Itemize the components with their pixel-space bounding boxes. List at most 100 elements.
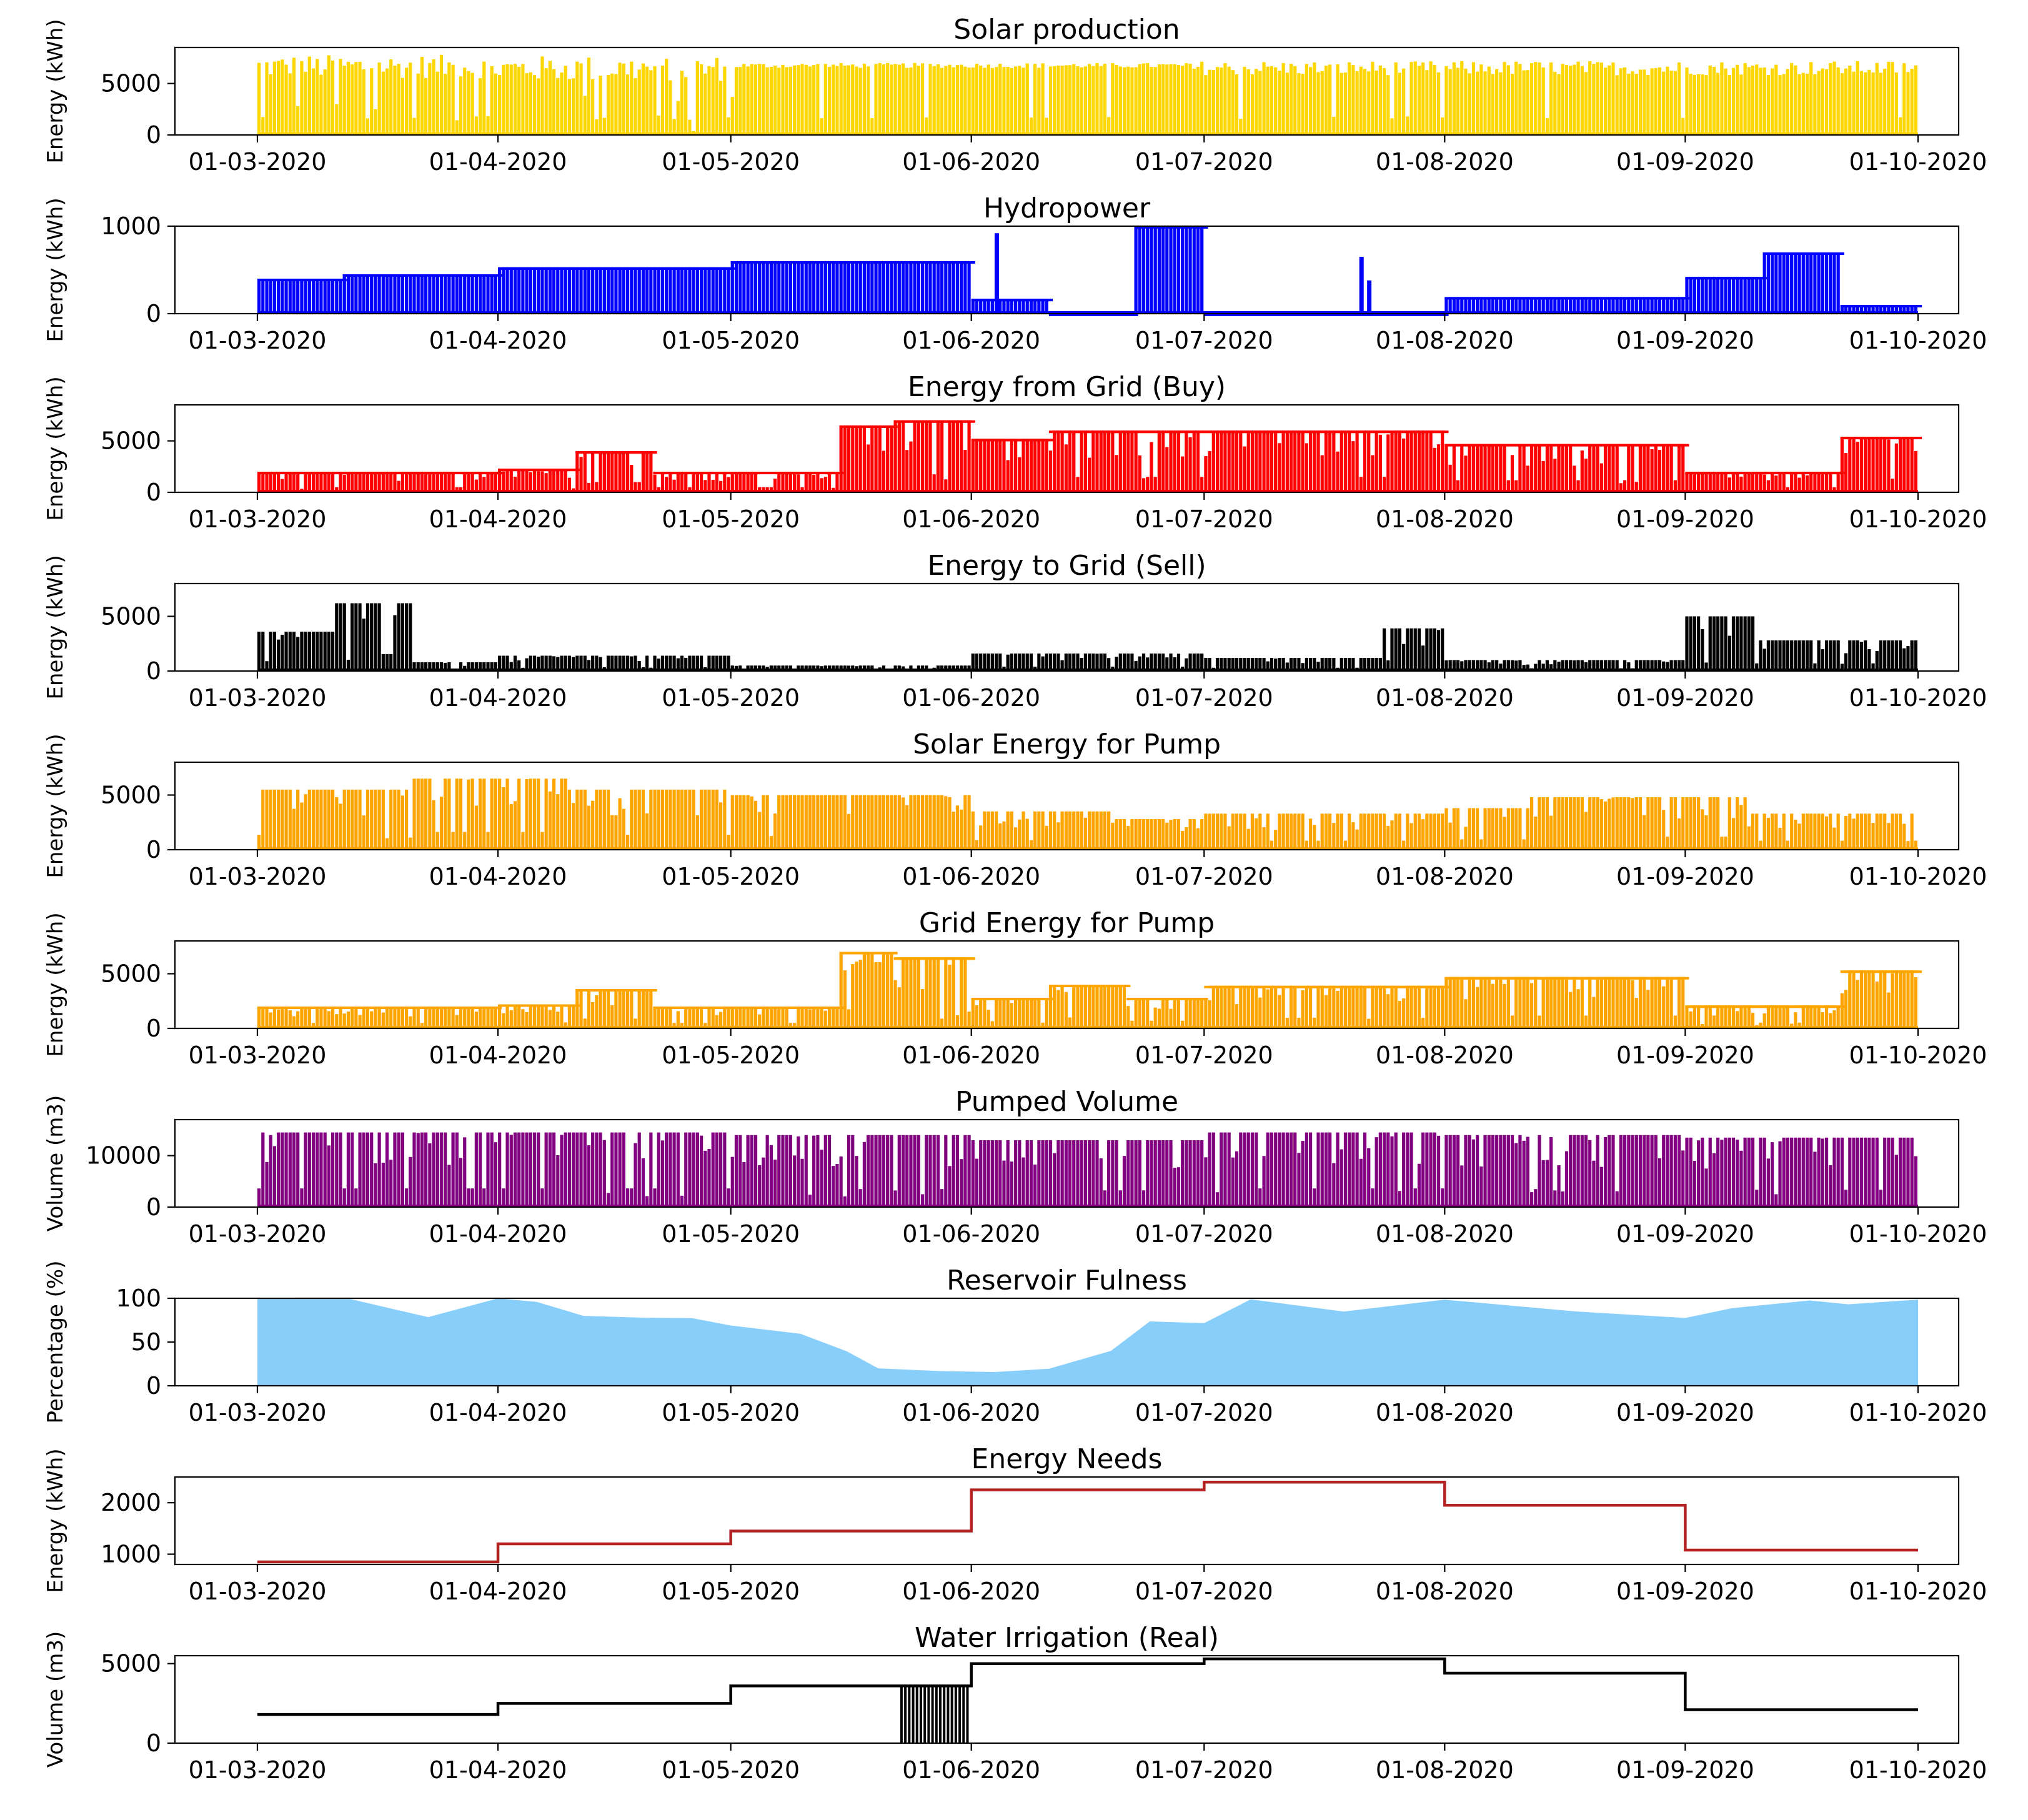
- bar-hydro: [362, 274, 365, 314]
- bar-solar_pump: [451, 832, 455, 850]
- bar-grid_pump: [839, 952, 843, 1028]
- bar-cap-hydro: [979, 299, 987, 302]
- bar-grid_buy: [1906, 437, 1910, 492]
- bar-cap-grid_pump: [342, 1007, 351, 1009]
- bar-solar_pump: [1762, 813, 1766, 850]
- bar-solar: [1239, 119, 1243, 135]
- bar-cap-grid_pump: [669, 1007, 677, 1009]
- bar-cap-hydro: [1281, 314, 1290, 316]
- bar-pumped: [1118, 1190, 1122, 1207]
- bar-cap-hydro: [1534, 297, 1542, 300]
- bar-hydro: [269, 279, 272, 314]
- bar-solar: [494, 73, 498, 135]
- bar-grid_pump: [1832, 1010, 1836, 1028]
- bar-pumped: [1037, 1140, 1041, 1207]
- bar-solar_pump: [1355, 829, 1359, 850]
- bar-grid_sell: [389, 654, 393, 671]
- bar-cap-grid_buy: [1805, 472, 1814, 475]
- bar-grid_sell: [277, 639, 281, 671]
- bar-hydro: [1638, 297, 1643, 314]
- bar-solar_pump: [257, 834, 261, 850]
- bar-pumped: [381, 1162, 385, 1207]
- bar-grid_sell: [1751, 616, 1755, 671]
- bar-cap-grid_buy: [1743, 472, 1751, 475]
- ylabel-pumped: Volume (m3): [43, 1095, 68, 1232]
- bar-grid_sell: [1192, 654, 1196, 671]
- bar-grid_pump: [1856, 980, 1859, 1028]
- bar-cap-grid_pump: [478, 1007, 487, 1009]
- bar-solar: [909, 67, 913, 135]
- bar-cap-grid_buy: [855, 425, 863, 428]
- bar-hydro: [350, 274, 354, 314]
- bar-cap-grid_buy: [1720, 472, 1728, 475]
- bar-solar: [1608, 65, 1611, 135]
- bar-hydro: [1778, 252, 1782, 314]
- bar-cap-hydro: [987, 299, 995, 302]
- bar-solar: [1894, 72, 1898, 135]
- bar-pumped: [1262, 1156, 1266, 1207]
- bar-pumped: [1914, 1156, 1917, 1207]
- bar-cap-hydro: [1701, 277, 1709, 280]
- bar-cap-grid_buy: [400, 472, 409, 475]
- bar-grid_pump: [1569, 992, 1573, 1028]
- bar-grid_pump: [1297, 1017, 1301, 1028]
- bar-cap-grid_buy: [1650, 444, 1658, 447]
- bar-cap-grid_pump: [1736, 1005, 1744, 1008]
- bar-grid_buy: [614, 451, 618, 492]
- bar-cap-grid_buy: [1894, 437, 1903, 440]
- bar-hydro: [1743, 277, 1747, 314]
- bar-cap-grid_pump: [610, 989, 619, 992]
- bar-cap-grid_buy: [1301, 430, 1309, 434]
- bar-solar: [1246, 69, 1250, 135]
- xtick-label-grid_buy: 01-06-2020: [902, 505, 1040, 533]
- bar-pumped: [1138, 1140, 1141, 1207]
- bar-cap-grid_pump: [1499, 977, 1507, 980]
- bar-cap-hydro: [820, 261, 828, 264]
- bar-grid_sell: [1367, 658, 1371, 671]
- bar-grid_sell: [424, 662, 428, 671]
- bar-cap-grid_buy: [1716, 472, 1724, 475]
- bar-solar: [281, 59, 284, 135]
- bar-cap-hydro: [1685, 277, 1693, 280]
- bar-grid_buy: [1343, 430, 1348, 492]
- bar-grid_pump: [1751, 1013, 1755, 1028]
- bar-cap-grid_pump: [575, 989, 584, 992]
- bar-grid_sell: [1824, 640, 1829, 671]
- bar-cap-grid_pump: [823, 1007, 832, 1009]
- bar-solar_pump: [1608, 798, 1611, 850]
- bar-solar: [1623, 67, 1627, 135]
- bar-solar: [1646, 74, 1650, 135]
- bar-grid_pump: [451, 1007, 455, 1028]
- bar-cap-grid_buy: [1859, 437, 1868, 440]
- bar-solar_pump: [785, 795, 788, 850]
- bar-solar: [1281, 62, 1285, 135]
- bar-cap-grid_pump: [711, 1007, 720, 1009]
- bar-cap-grid_buy: [1192, 430, 1201, 434]
- bar-grid_pump: [882, 952, 886, 1028]
- bar-grid_pump: [832, 1007, 835, 1028]
- bar-solar_pump: [1343, 840, 1348, 850]
- bar-grid_buy: [1452, 444, 1456, 492]
- bar-cap-grid_buy: [711, 472, 720, 475]
- title-pumped: Pumped Volume: [955, 1086, 1178, 1118]
- bar-pumped: [862, 1141, 867, 1207]
- bar-hydro: [773, 261, 777, 314]
- bar-grid_sell: [781, 665, 785, 671]
- xtick-label-hydro: 01-04-2020: [429, 327, 567, 354]
- bar-grid_buy: [261, 472, 265, 492]
- bar-cap-grid_buy: [1033, 439, 1041, 442]
- bar-cap-grid_pump: [1153, 998, 1161, 1000]
- bar-cap-grid_pump: [839, 952, 847, 955]
- bar-grid_pump: [532, 1004, 537, 1028]
- bar-solar: [925, 117, 928, 135]
- bar-grid_buy: [867, 444, 870, 492]
- bar-grid_pump: [660, 1007, 665, 1028]
- bar-grid_buy: [1091, 430, 1095, 492]
- bar-cap-grid_buy: [1856, 437, 1864, 440]
- bar-pumped: [509, 1135, 513, 1207]
- bar-solar_pump: [1499, 808, 1503, 850]
- xtick-label-pumped: 01-05-2020: [662, 1220, 800, 1248]
- bar-cap-grid_buy: [1643, 444, 1651, 447]
- bar-solar: [1561, 64, 1564, 135]
- bar-solar: [944, 66, 948, 135]
